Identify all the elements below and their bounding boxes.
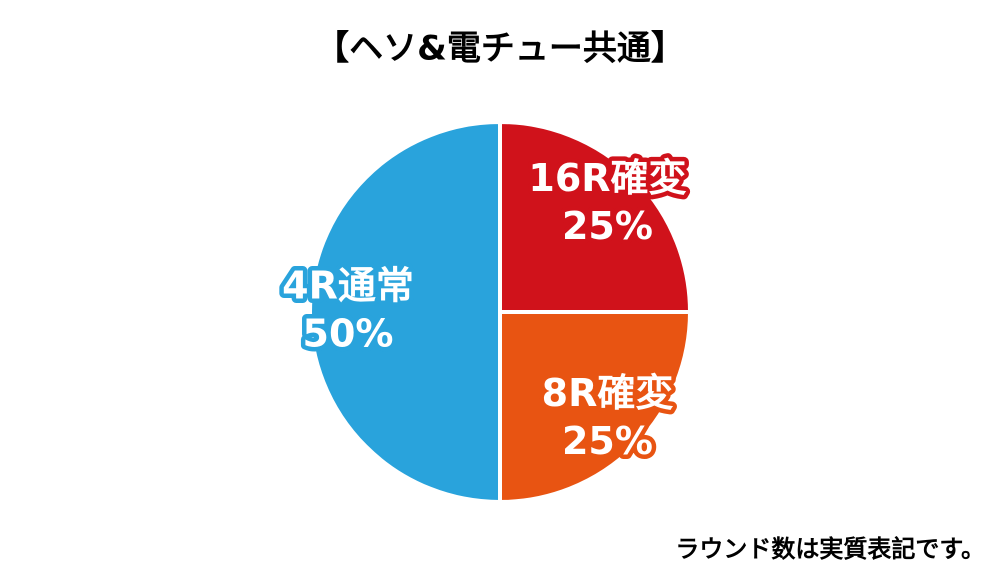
- slice-label: 4R通常: [282, 264, 414, 308]
- slice-label: 16R確変: [528, 156, 686, 200]
- footnote: ラウンド数は実質表記です。: [675, 535, 985, 563]
- value-label: 25%: [562, 204, 653, 248]
- pie-slice: [498, 119, 693, 314]
- slice-label: 8R確変: [542, 371, 674, 415]
- value-label: 50%: [303, 312, 394, 356]
- chart-title: 【ヘソ&電チュー共通】: [315, 29, 685, 69]
- pie-slice: [308, 119, 502, 505]
- pie-slice: [498, 310, 693, 505]
- value-label: 25%: [562, 419, 653, 463]
